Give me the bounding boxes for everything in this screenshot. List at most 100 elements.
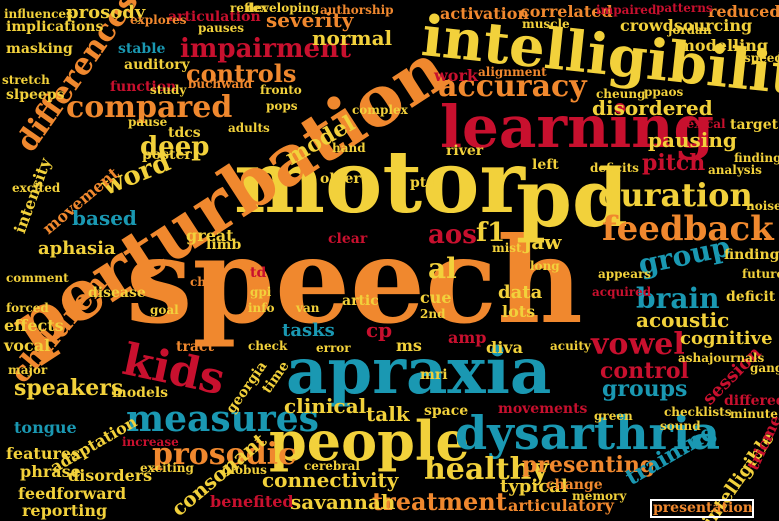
word-forced: forced xyxy=(6,301,49,315)
word-disease: disease xyxy=(88,285,146,301)
word-normal: normal xyxy=(312,26,393,50)
word-fronto: fronto xyxy=(260,83,302,97)
word-green: green xyxy=(594,409,633,423)
word-ganglia: ganglia xyxy=(750,361,779,375)
word-connectivity: connectivity xyxy=(262,468,399,492)
word-aos: aos xyxy=(428,220,477,250)
word-child: child xyxy=(190,275,224,289)
word-ashajournals: ashajournals xyxy=(678,351,765,365)
word-deficits: deficits xyxy=(590,161,639,175)
word-alignment: alignment xyxy=(478,65,547,79)
word-movements: movements xyxy=(498,401,588,417)
word-mri: mri xyxy=(420,367,448,383)
word-phrase: phrase xyxy=(20,462,81,481)
word-finding: finding xyxy=(724,247,779,263)
word-reporting: reporting xyxy=(22,501,108,520)
word-excited: excited xyxy=(12,181,61,195)
word-adults: adults xyxy=(228,121,270,135)
word-cp: cp xyxy=(366,318,393,342)
word-authorship: authorship xyxy=(320,3,394,17)
word-change: change xyxy=(546,477,603,493)
word-artic: artic xyxy=(342,293,379,309)
word-2nd: 2nd xyxy=(420,307,446,321)
word-acquired: acquired xyxy=(592,285,652,299)
word-tasks: tasks xyxy=(282,320,335,341)
word-developing: developing xyxy=(246,1,320,15)
word-complex: complex xyxy=(352,103,408,117)
word-measures: measures xyxy=(126,398,319,440)
word-correlated: correlated xyxy=(520,2,613,21)
word-minute: minute xyxy=(730,407,778,421)
word-pd: pd xyxy=(516,151,628,245)
word-target: target xyxy=(730,117,779,133)
word-models: models xyxy=(112,385,169,401)
word-articulatory: articulatory xyxy=(508,496,614,515)
word-savannah: savannah xyxy=(290,490,396,514)
word-prosodic: prosodic xyxy=(152,437,297,472)
word-gpi: gpi xyxy=(250,285,272,299)
word-work: work xyxy=(434,66,478,85)
word-aphasia: aphasia xyxy=(38,238,116,259)
word-error: error xyxy=(316,341,351,355)
word-limb: limb xyxy=(206,237,242,253)
word-pause: pause xyxy=(128,115,168,129)
word-presenting: presenting xyxy=(522,452,656,478)
word-older: older xyxy=(320,171,361,187)
word-brain: brain xyxy=(636,282,720,315)
word-al: al xyxy=(428,252,457,285)
word-disordered: disordered xyxy=(592,96,713,120)
word-slpeeps: slpeeps xyxy=(6,87,65,103)
word-masking: masking xyxy=(6,41,73,57)
word-treatment: treatment xyxy=(372,487,507,516)
word-appears: appears xyxy=(598,267,652,281)
word-cheung: cheung xyxy=(596,87,646,101)
word-lots: lots xyxy=(502,302,536,321)
word-feedforward: feedforward xyxy=(18,484,127,503)
word-vocal: vocal xyxy=(4,336,51,355)
word-stable: stable xyxy=(118,41,166,57)
word-mist: mist xyxy=(492,241,522,255)
word-accuracy: accuracy xyxy=(438,69,587,104)
word-memory: memory xyxy=(572,489,627,503)
word-compared: compared xyxy=(66,90,233,125)
selection-box xyxy=(650,499,754,518)
word-groups: groups xyxy=(602,376,688,402)
word-jaw: jaw xyxy=(524,230,562,254)
word-ms: ms xyxy=(396,336,422,355)
word-globus: globus xyxy=(222,463,267,477)
word-exciting: exciting xyxy=(140,461,194,475)
word-lexical: lexical xyxy=(682,117,726,131)
word-muscle: muscle xyxy=(522,17,570,31)
word-auditory: auditory xyxy=(124,57,190,73)
word-comment: comment xyxy=(6,271,69,285)
word-sound: sound xyxy=(660,419,701,433)
word-reduced: reduced xyxy=(708,2,779,21)
word-apraxia: apraxia xyxy=(286,334,552,409)
word-increase: increase xyxy=(122,435,179,449)
word-tongue: tongue xyxy=(14,418,77,437)
word-noise: noise xyxy=(746,199,779,213)
word-control: control xyxy=(600,358,689,384)
word-dysarthria: dysarthria xyxy=(455,406,721,460)
word-clinical: clinical xyxy=(284,394,367,418)
word-impaired: impaired xyxy=(596,3,657,17)
word-pauses: pauses xyxy=(198,21,245,35)
word-severity: severity xyxy=(266,8,354,32)
word-influences: influences xyxy=(4,7,73,21)
word-stretch: stretch xyxy=(2,73,50,87)
word-study: study xyxy=(150,83,187,97)
word-analysis: analysis xyxy=(708,163,762,177)
word-typical: typical xyxy=(500,476,568,497)
word-modelling: modelling xyxy=(678,36,769,55)
word-cue: cue xyxy=(420,288,452,307)
word-motor: motor xyxy=(234,132,525,233)
word-benefited: benefited xyxy=(210,492,294,511)
word-disorders: disorders xyxy=(68,466,153,485)
word-goal: goal xyxy=(150,303,179,317)
word-deep: deep xyxy=(140,132,210,162)
word-tdcs: tdcs xyxy=(168,125,201,141)
word-based: based xyxy=(72,206,137,230)
word-effects: effects xyxy=(4,316,64,335)
word-diva: diva xyxy=(486,338,523,357)
word-acuity: acuity xyxy=(550,339,591,353)
